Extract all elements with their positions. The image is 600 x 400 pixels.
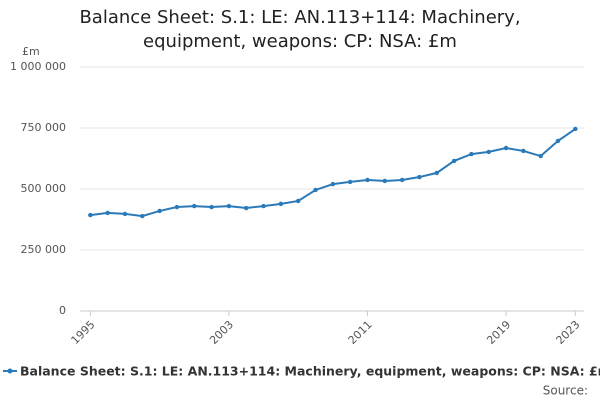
point — [434, 170, 439, 176]
point — [88, 212, 93, 218]
point — [365, 177, 370, 183]
point — [382, 178, 387, 184]
point — [244, 205, 249, 211]
x-tick-label: 2003 — [207, 318, 236, 347]
legend-label: Balance Sheet: S.1: LE: AN.113+114: Mach… — [20, 364, 600, 379]
x-tick-label: 2011 — [346, 318, 375, 347]
point — [469, 151, 474, 157]
point — [261, 203, 266, 209]
y-tick-label: 250 000 — [21, 243, 67, 256]
y-tick-label: 0 — [59, 304, 66, 317]
point — [295, 198, 301, 204]
point — [278, 201, 284, 207]
point — [330, 181, 336, 187]
point — [347, 179, 353, 185]
legend-marker — [7, 368, 13, 374]
point — [417, 174, 422, 180]
point — [174, 204, 180, 210]
point — [399, 177, 405, 183]
point — [555, 138, 561, 144]
x-tick-label: 1995 — [69, 318, 98, 347]
line — [90, 128, 576, 218]
point — [226, 203, 232, 209]
point — [105, 210, 110, 216]
point — [521, 148, 526, 154]
point — [538, 153, 543, 159]
point — [313, 187, 318, 193]
chart-title: Balance Sheet: S.1: LE: AN.113+114: Mach… — [79, 7, 521, 52]
point — [209, 204, 214, 210]
y-tick-label: 1 000 000 — [10, 60, 66, 73]
point — [192, 203, 197, 209]
point — [122, 211, 128, 217]
y-tick-label: 750 000 — [21, 121, 67, 134]
point — [503, 145, 509, 151]
y-axis-label: £m — [22, 45, 40, 58]
point — [451, 158, 457, 164]
point — [573, 126, 578, 132]
y-tick-label: 500 000 — [21, 182, 67, 195]
point — [157, 208, 162, 214]
x-tick-label: 2019 — [484, 318, 513, 347]
point — [140, 213, 145, 219]
x-tick-label: 2023 — [554, 318, 583, 347]
source: Source: — [543, 384, 588, 398]
point — [486, 149, 491, 155]
